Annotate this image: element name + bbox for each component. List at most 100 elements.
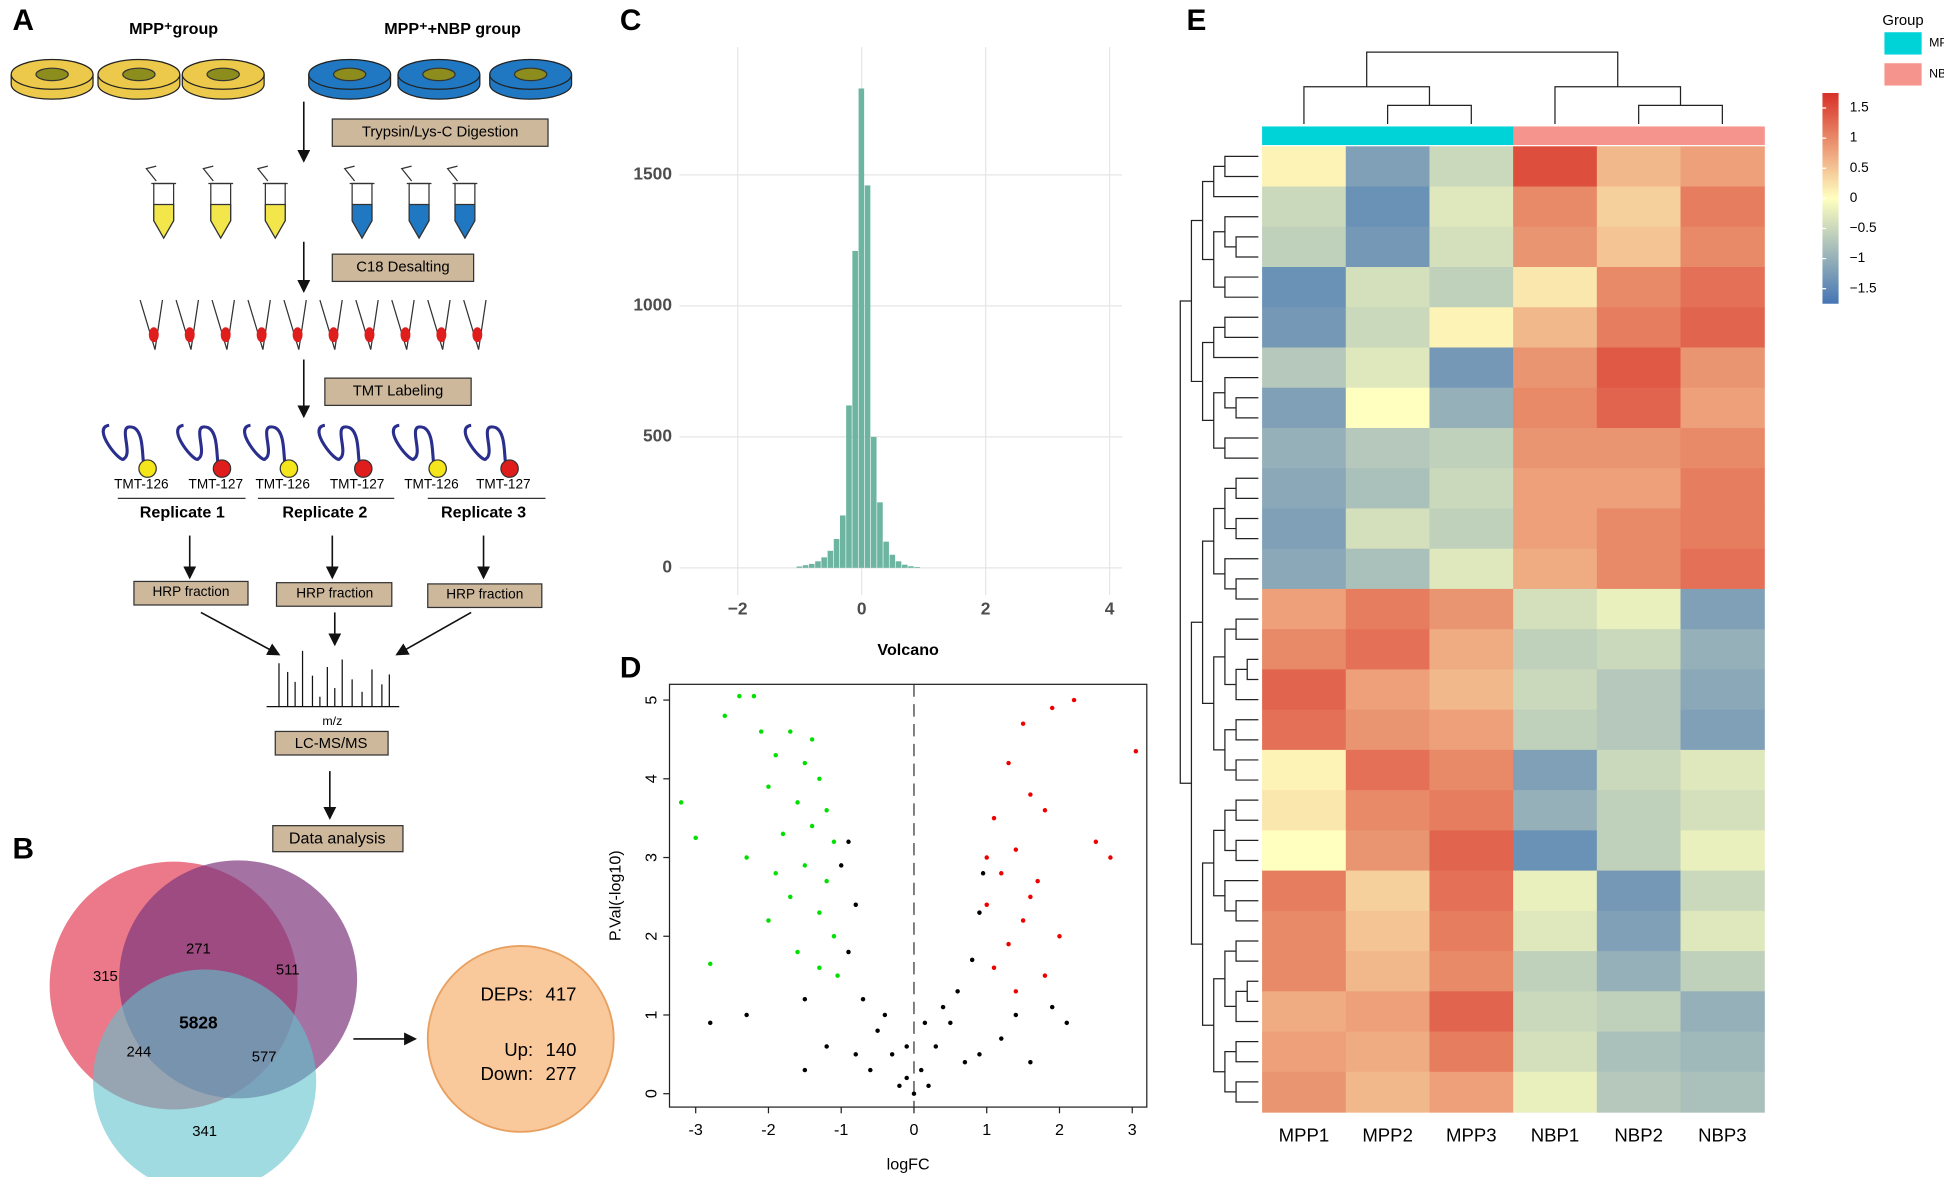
dendrogram [1224, 628, 1237, 686]
point [766, 918, 771, 923]
tag-dot [279, 459, 299, 478]
point [1013, 1012, 1019, 1018]
y-tick-label: 1000 [633, 294, 672, 314]
heat-cell [1345, 790, 1431, 831]
heat-cell [1513, 548, 1598, 590]
dendrogram [1235, 839, 1259, 862]
point [948, 1020, 953, 1026]
dendrogram [1224, 558, 1259, 590]
dendrogram [1235, 799, 1259, 821]
heat-cell [1596, 226, 1682, 268]
point [991, 815, 997, 821]
point [846, 839, 851, 845]
tip-sample [184, 327, 195, 343]
heat-cell [1262, 226, 1347, 268]
heat-cell [1513, 186, 1598, 228]
dendrogram [1201, 180, 1214, 261]
point [773, 752, 778, 758]
summary-value: 417 [546, 983, 577, 1004]
panel-label: E [1186, 4, 1206, 37]
heat-cell [1680, 508, 1765, 550]
dendrogram [1213, 392, 1225, 449]
bar [870, 436, 877, 568]
heat-cell [1262, 267, 1347, 308]
heat-cell [1262, 468, 1347, 510]
heat-cell [1596, 1031, 1682, 1073]
bar [852, 250, 858, 568]
heat-cell [1596, 951, 1682, 992]
heat-cell [1429, 508, 1514, 550]
point [824, 808, 829, 813]
heat-cell [1262, 508, 1347, 550]
x-tick-label: 4 [1105, 599, 1115, 619]
peptide [391, 423, 438, 471]
summary-label: DEPs: [480, 983, 533, 1004]
heat-cell [1596, 790, 1682, 831]
y-tick-label: 2 [642, 932, 660, 941]
point [1013, 989, 1019, 994]
y-tick-label: 1 [642, 1010, 660, 1019]
point [999, 871, 1004, 876]
dendrogram [1235, 1040, 1259, 1063]
tube-cap [446, 165, 478, 185]
heat-cell [1262, 870, 1347, 912]
bar [883, 541, 889, 568]
tube-liquid [264, 203, 286, 240]
heat-cell [1513, 709, 1598, 751]
dendrogram [1235, 477, 1259, 500]
heat-cell [1680, 226, 1765, 268]
point [911, 1091, 917, 1096]
tip [463, 299, 487, 350]
heat-cell [1345, 226, 1431, 268]
heat-cell [1429, 226, 1514, 268]
heat-cell [1345, 146, 1431, 188]
dendrogram [1224, 377, 1259, 409]
dendrogram [1213, 231, 1225, 288]
heat-cell [1513, 508, 1598, 550]
point [868, 1067, 873, 1073]
heat-cell [1262, 709, 1347, 751]
tip [139, 299, 164, 350]
point [751, 693, 757, 699]
dendrogram [1201, 341, 1214, 422]
point [922, 1020, 928, 1026]
heat-cell [1513, 951, 1598, 992]
replicate-label: Replicate 2 [282, 503, 367, 521]
heat-cell [1513, 749, 1598, 791]
chart-title: Volcano [877, 641, 939, 659]
dish-cells [206, 67, 240, 82]
y-tick-label: 5 [642, 696, 660, 705]
point [1042, 808, 1048, 813]
bar [877, 502, 883, 568]
point [795, 800, 800, 805]
point [809, 737, 815, 742]
dendrogram [1235, 618, 1259, 640]
colorbar-label: 1.5 [1850, 100, 1869, 115]
point [835, 973, 840, 978]
venn-count: 341 [192, 1124, 217, 1140]
heat-cell [1429, 629, 1514, 671]
x-tick-label: 0 [857, 599, 867, 619]
point [926, 1083, 931, 1089]
heat-cell [1680, 387, 1765, 429]
dendrogram [1366, 51, 1619, 87]
tip [391, 299, 415, 350]
heat-cell [1513, 267, 1598, 308]
fraction-box [427, 583, 543, 609]
tip-sample [436, 327, 447, 343]
heat-cell [1513, 991, 1598, 1033]
point [1049, 705, 1055, 711]
heat-cell [1345, 669, 1431, 711]
heat-cell [1680, 427, 1765, 469]
tip [247, 299, 271, 350]
final-box [272, 825, 404, 853]
heat-cell [1429, 830, 1514, 872]
heat-cell [1345, 991, 1431, 1033]
dish-cells [122, 67, 156, 82]
heat-cell [1680, 146, 1765, 188]
dendrogram [1213, 165, 1259, 198]
tag-dot [212, 459, 232, 478]
dendrogram [1213, 507, 1225, 575]
x-tick-label: -2 [761, 1121, 775, 1139]
point [744, 1012, 749, 1018]
